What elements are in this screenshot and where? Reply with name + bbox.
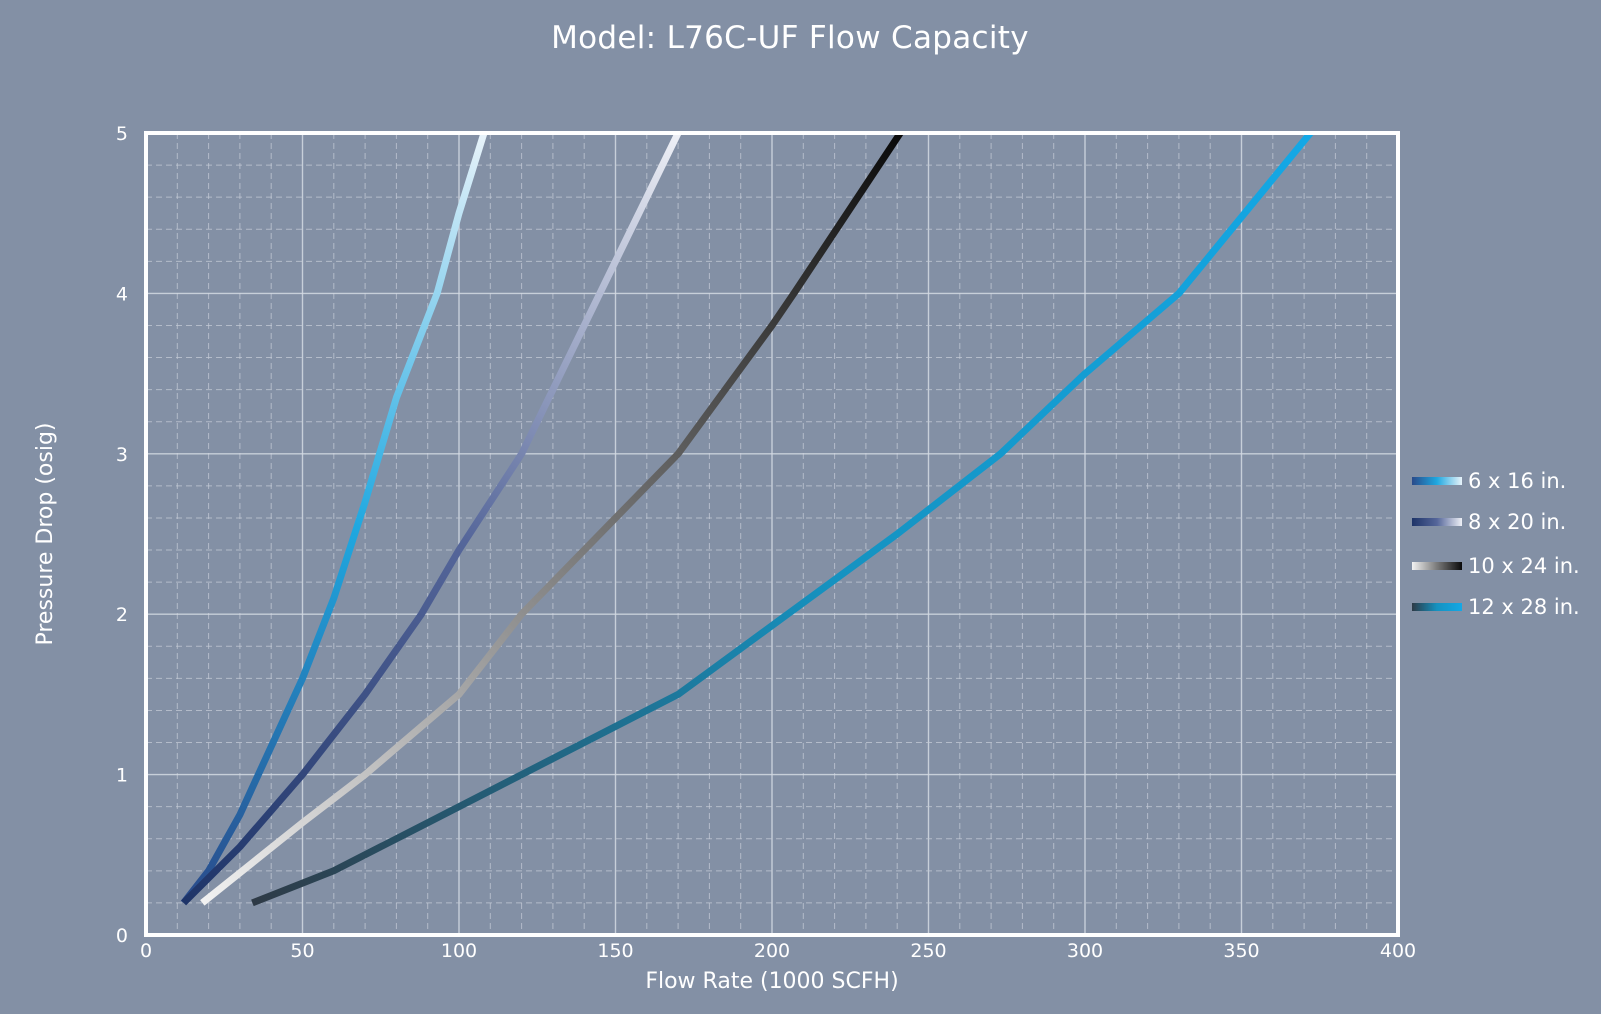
x-tick-label: 50 — [290, 940, 314, 962]
series-line-3 — [200, 131, 904, 906]
series-line-4 — [251, 130, 1314, 907]
x-tick-label: 350 — [1223, 940, 1259, 962]
legend-label: 10 x 24 in. — [1468, 554, 1580, 578]
chart-title: Model: L76C-UF Flow Capacity — [551, 20, 1029, 56]
y-tick-label: 2 — [116, 604, 128, 626]
x-tick-label: 150 — [597, 940, 633, 962]
legend-label: 8 x 20 in. — [1468, 510, 1566, 534]
legend: 6 x 16 in. 8 x 20 in. 10 x 24 in. 12 x 28 i… — [1412, 469, 1580, 619]
legend-swatch — [1412, 603, 1462, 611]
x-tick-label: 200 — [754, 940, 790, 962]
legend-label: 6 x 16 in. — [1468, 469, 1566, 493]
x-axis-label: Flow Rate (1000 SCFH) — [645, 969, 898, 994]
y-tick-label: 4 — [116, 283, 128, 305]
x-tick-label: 400 — [1380, 940, 1416, 962]
series-layer — [180, 130, 1314, 907]
legend-label: 12 x 28 in. — [1468, 595, 1580, 619]
tick-labels: 0 50 100 150 200 250 300 350 400 0 1 2 3 4 5 — [116, 123, 1416, 962]
y-tick-label: 1 — [116, 765, 128, 787]
y-axis-label: Pressure Drop (osig) — [33, 422, 58, 645]
y-tick-label: 3 — [116, 444, 128, 466]
grid — [145, 132, 1399, 936]
legend-swatch — [1412, 477, 1462, 485]
legend-swatch — [1412, 562, 1462, 570]
y-tick-label: 5 — [116, 123, 128, 145]
x-tick-label: 250 — [910, 940, 946, 962]
plot-frame — [144, 131, 1400, 937]
x-tick-label: 100 — [441, 940, 477, 962]
x-tick-label: 0 — [140, 940, 152, 962]
legend-swatch — [1412, 518, 1462, 526]
y-tick-label: 0 — [116, 925, 128, 947]
series-line-2 — [181, 131, 682, 906]
x-tick-label: 300 — [1067, 940, 1103, 962]
series-line-1 — [180, 131, 488, 906]
